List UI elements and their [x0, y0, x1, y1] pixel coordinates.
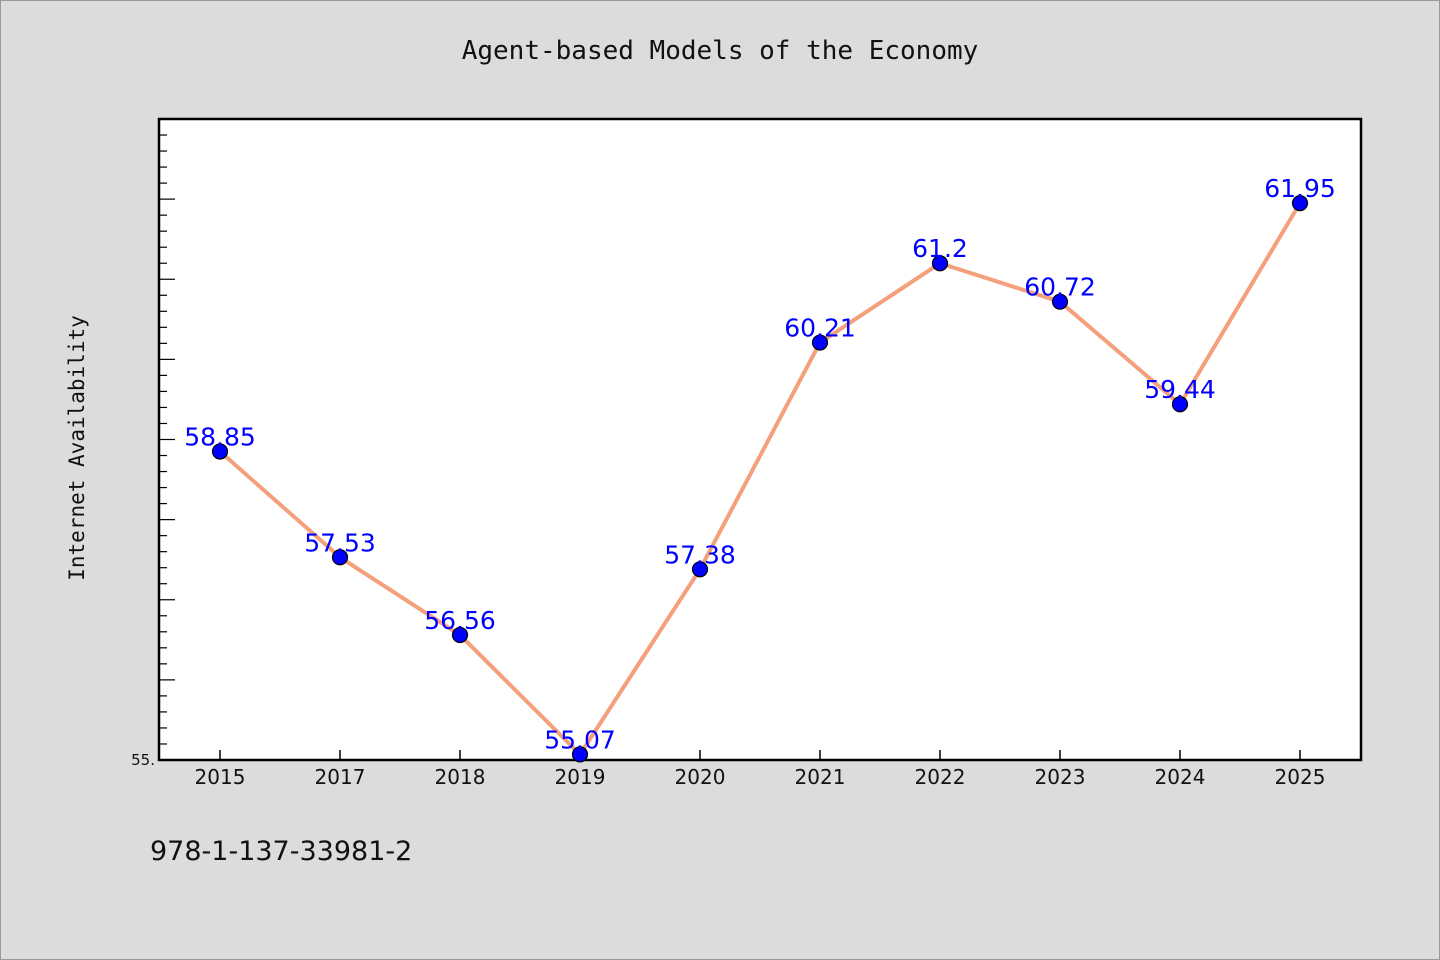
- x-tick-label: 2024: [1155, 765, 1206, 789]
- data-point: [1291, 195, 1309, 212]
- plot-area: [157, 117, 1363, 762]
- y-ticks: 55.: [131, 118, 175, 769]
- data-points: [211, 195, 1309, 763]
- isbn-footer: 978-1-137-33981-2: [150, 836, 413, 867]
- data-point: [1051, 293, 1069, 310]
- data-point: [211, 443, 229, 460]
- data-label: 61.2: [912, 234, 968, 263]
- data-label: 57.38: [664, 540, 736, 569]
- x-tick-label: 2025: [1275, 765, 1326, 789]
- x-tick-label: 2020: [675, 765, 726, 789]
- data-label: 60.72: [1024, 273, 1096, 302]
- data-labels: 58.85 57.53 56.56 55.07 57.38 60.21 61.2 60.72 5…: [184, 174, 1336, 754]
- x-tick-label: 2019: [555, 765, 606, 789]
- x-tick-label: 2022: [915, 765, 966, 789]
- data-label: 56.56: [424, 606, 496, 635]
- data-label: 60.21: [784, 314, 856, 343]
- chart-title: Agent-based Models of the Economy: [461, 36, 979, 66]
- y-tick-label: 55.: [131, 751, 155, 769]
- data-point: [331, 549, 349, 566]
- data-label: 55.07: [544, 725, 616, 754]
- data-label: 59.44: [1144, 375, 1216, 404]
- x-tick-label: 2018: [435, 765, 486, 789]
- data-point: [451, 626, 469, 644]
- data-point: [811, 334, 829, 351]
- x-tick-label: 2017: [315, 765, 366, 789]
- data-label: 61.95: [1264, 174, 1336, 203]
- x-tick-label: 2023: [1035, 765, 1086, 789]
- data-label: 58.85: [184, 423, 256, 452]
- x-tick-label: 2021: [795, 765, 846, 789]
- data-point: [931, 255, 949, 272]
- x-ticks: 2015 2017 2018 2019 2020 2021 2022 2023 2024 2025: [195, 750, 1326, 789]
- data-point: [571, 746, 589, 763]
- data-point: [1171, 396, 1189, 413]
- x-tick-label: 2015: [195, 765, 246, 789]
- series-line: [218, 202, 1302, 757]
- data-label: 57.53: [304, 528, 376, 557]
- data-point: [691, 561, 709, 578]
